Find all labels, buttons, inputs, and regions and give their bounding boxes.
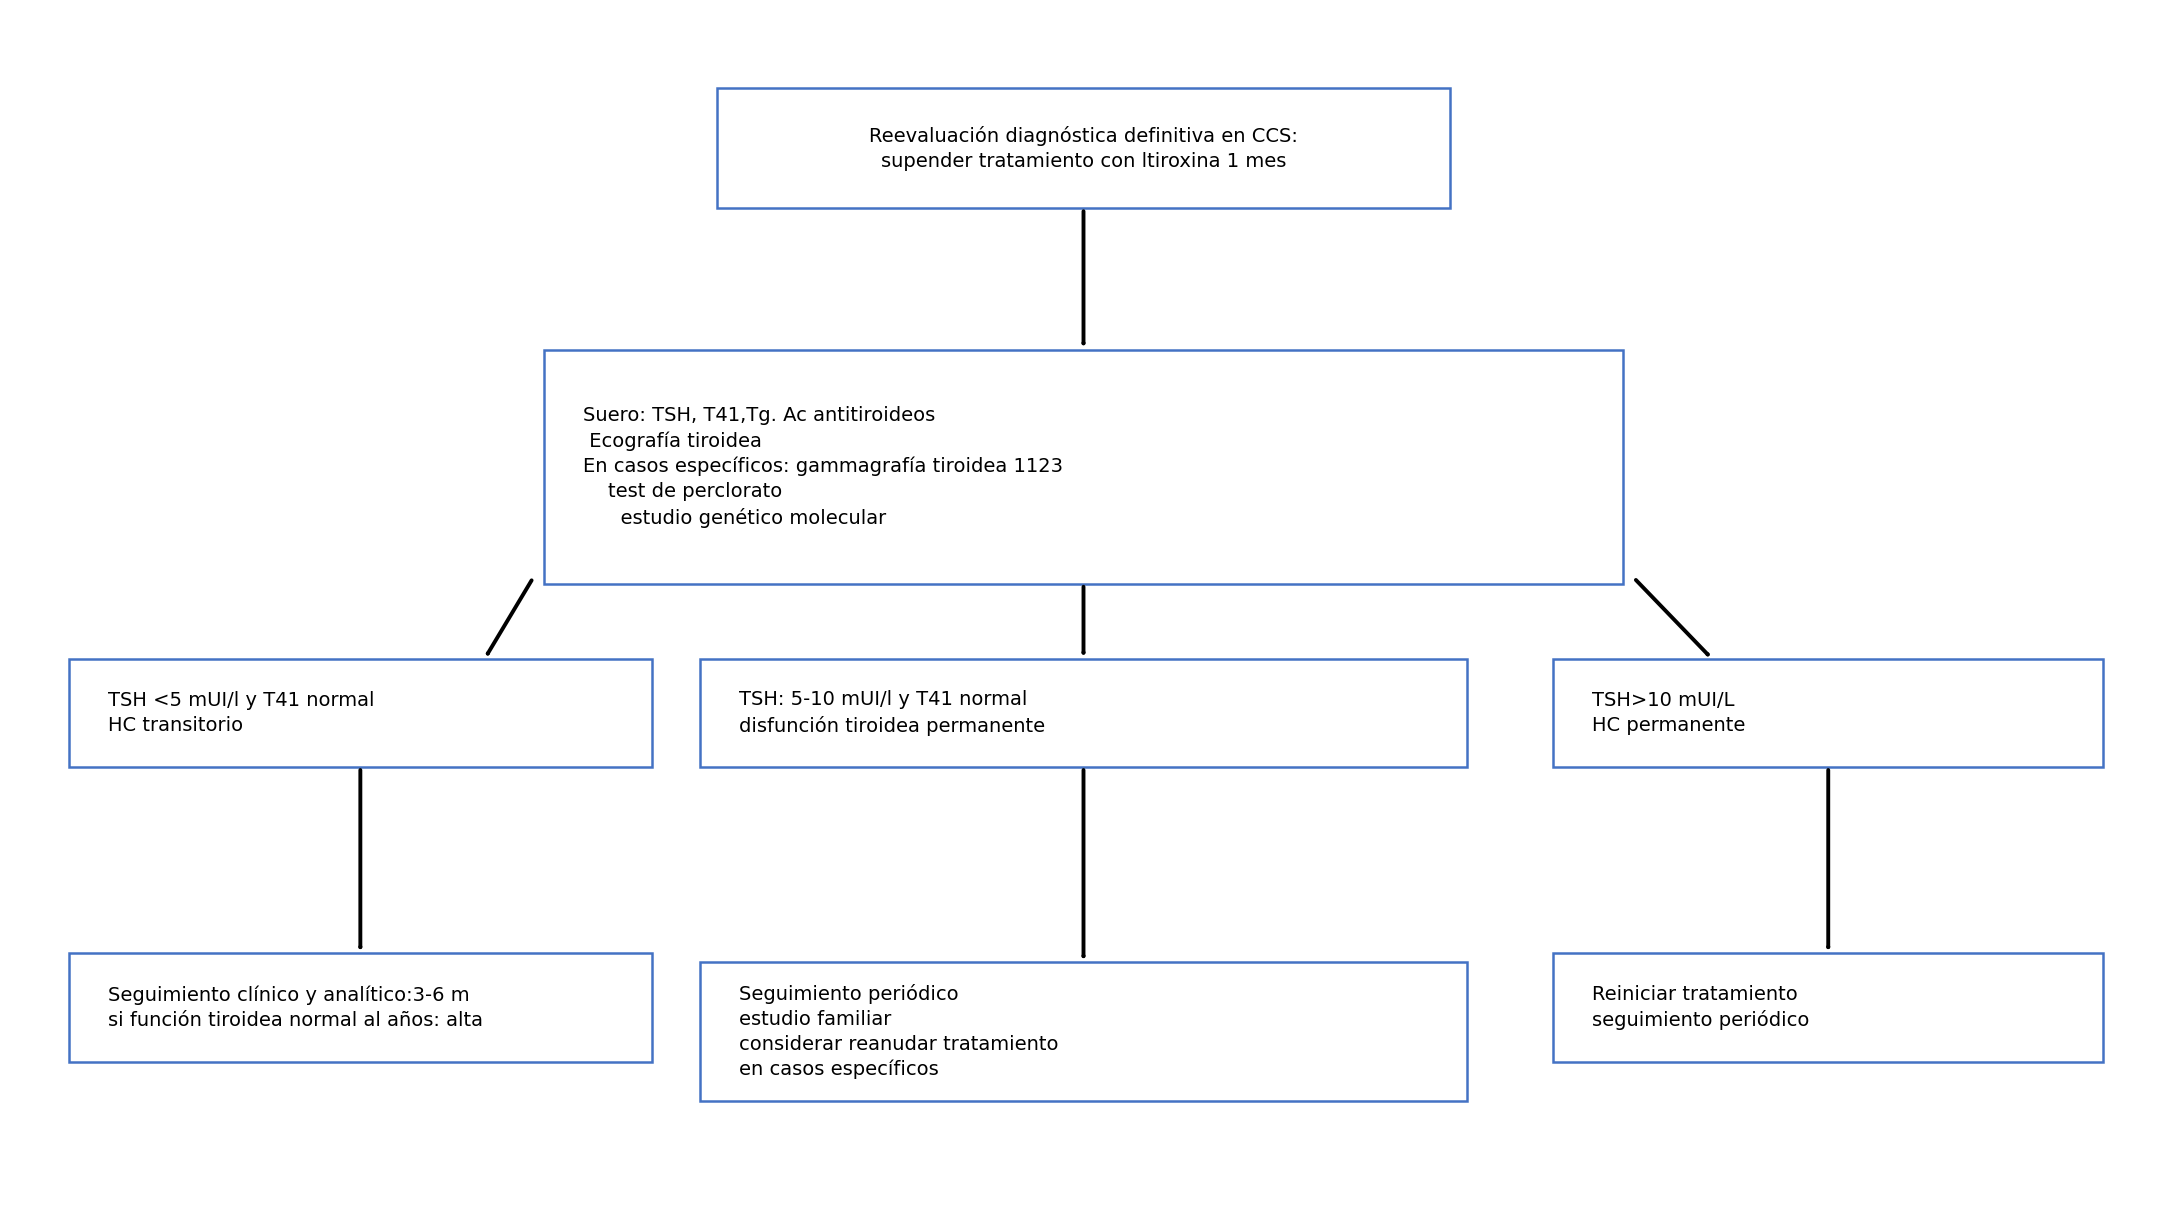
FancyBboxPatch shape <box>717 88 1450 208</box>
Text: Suero: TSH, T41,Tg. Ac antitiroideos
 Ecografía tiroidea
En casos específicos: g: Suero: TSH, T41,Tg. Ac antitiroideos Eco… <box>583 405 1062 528</box>
FancyBboxPatch shape <box>700 659 1467 767</box>
FancyBboxPatch shape <box>1554 953 2104 1061</box>
Text: Seguimiento periódico
estudio familiar
considerar reanudar tratamiento
en casos : Seguimiento periódico estudio familiar c… <box>739 984 1060 1079</box>
Text: TSH>10 mUI/L
HC permanente: TSH>10 mUI/L HC permanente <box>1593 691 1744 736</box>
Text: TSH <5 mUI/l y T41 normal
HC transitorio: TSH <5 mUI/l y T41 normal HC transitorio <box>108 691 375 736</box>
FancyBboxPatch shape <box>69 953 652 1061</box>
Text: Reiniciar tratamiento
seguimiento periódico: Reiniciar tratamiento seguimiento periód… <box>1593 985 1809 1030</box>
Text: TSH: 5-10 mUI/l y T41 normal
disfunción tiroidea permanente: TSH: 5-10 mUI/l y T41 normal disfunción … <box>739 691 1044 736</box>
FancyBboxPatch shape <box>1554 659 2104 767</box>
FancyBboxPatch shape <box>544 350 1623 584</box>
Text: Reevaluación diagnóstica definitiva en CCS:
supender tratamiento con ltiroxina 1: Reevaluación diagnóstica definitiva en C… <box>869 126 1298 171</box>
FancyBboxPatch shape <box>69 659 652 767</box>
FancyBboxPatch shape <box>700 962 1467 1101</box>
Text: Seguimiento clínico y analítico:3-6 m
si función tiroidea normal al años: alta: Seguimiento clínico y analítico:3-6 m si… <box>108 985 483 1030</box>
